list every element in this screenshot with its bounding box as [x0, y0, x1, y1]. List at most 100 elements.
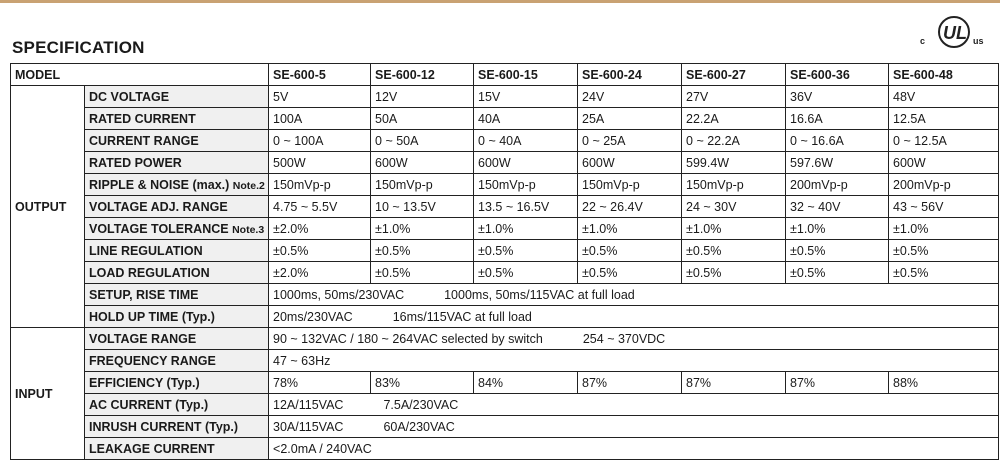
row-label: HOLD UP TIME (Typ.) — [83, 305, 270, 328]
cell: 88% — [888, 371, 1000, 394]
row-label: LOAD REGULATION — [83, 261, 270, 284]
cell: 32 ~ 40V — [785, 195, 890, 218]
input-group-label: INPUT — [10, 327, 85, 460]
cell: 597.6W — [785, 151, 890, 174]
cell: 600W — [473, 151, 579, 174]
model-name: SE-600-24 — [577, 63, 683, 86]
table-row: FREQUENCY RANGE 47 ~ 63Hz — [11, 349, 1000, 372]
top-rule — [0, 0, 1000, 3]
table-row: LOAD REGULATION ±2.0% ±0.5% ±0.5% ±0.5% … — [11, 261, 1000, 284]
row-label: VOLTAGE ADJ. RANGE — [83, 195, 270, 218]
model-name: SE-600-48 — [888, 63, 1000, 86]
model-row: MODEL SE-600-5 SE-600-12 SE-600-15 SE-60… — [9, 63, 1000, 86]
row-label: LINE REGULATION — [83, 239, 270, 262]
span-cell: 12A/115VAC 7.5A/230VAC — [268, 393, 1000, 416]
cell: 600W — [370, 151, 475, 174]
cell: 200mVp-p — [785, 173, 890, 196]
cell: ±1.0% — [681, 217, 787, 240]
cell: 0 ~ 25A — [577, 129, 683, 152]
cell: 5V — [268, 85, 372, 108]
table-row: EFFICIENCY (Typ.) 78% 83% 84% 87% 87% 87… — [11, 371, 1000, 394]
cell: 36V — [785, 85, 890, 108]
cell: ±0.5% — [473, 261, 579, 284]
cell: 150mVp-p — [681, 173, 787, 196]
row-label: VOLTAGE TOLERANCE Note.3 — [83, 217, 270, 240]
cell: 500W — [268, 151, 372, 174]
model-name: SE-600-27 — [681, 63, 787, 86]
cell: 24 ~ 30V — [681, 195, 787, 218]
cell: 150mVp-p — [473, 173, 579, 196]
spec-table: MODEL SE-600-5 SE-600-12 SE-600-15 SE-60… — [9, 63, 1000, 460]
table-row: VOLTAGE ADJ. RANGE 4.75 ~ 5.5V 10 ~ 13.5… — [11, 195, 1000, 218]
span-cell: 1000ms, 50ms/230VAC 1000ms, 50ms/115VAC a… — [268, 283, 1000, 306]
cell: ±0.5% — [681, 261, 787, 284]
table-row: OUTPUT DC VOLTAGE 5V 12V 15V 24V 27V 36V… — [10, 85, 1000, 328]
table-row: LEAKAGE CURRENT <2.0mA / 240VAC — [11, 437, 1000, 460]
cell: 0 ~ 12.5A — [888, 129, 1000, 152]
table-row: INPUT VOLTAGE RANGE 90 ~ 132VAC / 180 ~ … — [10, 327, 1000, 460]
cell: 48V — [888, 85, 1000, 108]
table-row: CURRENT RANGE 0 ~ 100A 0 ~ 50A 0 ~ 40A 0… — [11, 129, 1000, 152]
cell: 12.5A — [888, 107, 1000, 130]
cell: 0 ~ 50A — [370, 129, 475, 152]
cell: 40A — [473, 107, 579, 130]
cell: 0 ~ 100A — [268, 129, 372, 152]
row-label: INRUSH CURRENT (Typ.) — [83, 415, 270, 438]
cell: ±1.0% — [473, 217, 579, 240]
cell: 600W — [888, 151, 1000, 174]
logo-ul: UL — [943, 23, 967, 43]
row-label: VOLTAGE RANGE — [83, 327, 270, 350]
cell: 78% — [268, 371, 372, 394]
cell: 50A — [370, 107, 475, 130]
cell: 83% — [370, 371, 475, 394]
cell: 150mVp-p — [268, 173, 372, 196]
table-row: AC CURRENT (Typ.) 12A/115VAC 7.5A/230VAC — [11, 393, 1000, 416]
cell: 150mVp-p — [577, 173, 683, 196]
cell: ±1.0% — [785, 217, 890, 240]
cell: 87% — [785, 371, 890, 394]
row-label: CURRENT RANGE — [83, 129, 270, 152]
table-row: RATED CURRENT 100A 50A 40A 25A 22.2A 16.… — [11, 107, 1000, 130]
row-label: LEAKAGE CURRENT — [83, 437, 270, 460]
cell: ±0.5% — [577, 239, 683, 262]
cell: 100A — [268, 107, 372, 130]
span-cell: <2.0mA / 240VAC — [268, 437, 1000, 460]
cell: 12V — [370, 85, 475, 108]
table-row: RIPPLE & NOISE (max.) Note.2 150mVp-p 15… — [11, 173, 1000, 196]
cell: 43 ~ 56V — [888, 195, 1000, 218]
span-cell: 90 ~ 132VAC / 180 ~ 264VAC selected by s… — [268, 327, 1000, 350]
row-label: RATED CURRENT — [83, 107, 270, 130]
cell: ±0.5% — [681, 239, 787, 262]
span-cell: 47 ~ 63Hz — [268, 349, 1000, 372]
cell: 200mVp-p — [888, 173, 1000, 196]
table-row: INRUSH CURRENT (Typ.) 30A/115VAC 60A/230V… — [11, 415, 1000, 438]
table-row: HOLD UP TIME (Typ.) 20ms/230VAC 16ms/115V… — [11, 305, 1000, 328]
logo-c: c — [920, 36, 925, 46]
cell: 22.2A — [681, 107, 787, 130]
cell: ±0.5% — [888, 261, 1000, 284]
cell: 25A — [577, 107, 683, 130]
cell: ±1.0% — [888, 217, 1000, 240]
model-name: SE-600-12 — [370, 63, 475, 86]
cell: ±0.5% — [785, 261, 890, 284]
page-title: SPECIFICATION — [12, 38, 145, 57]
cell: 13.5 ~ 16.5V — [473, 195, 579, 218]
cell: ±1.0% — [370, 217, 475, 240]
table-row: VOLTAGE TOLERANCE Note.3 ±2.0% ±1.0% ±1.… — [11, 217, 1000, 240]
cell: ±0.5% — [370, 261, 475, 284]
table-row: RATED POWER 500W 600W 600W 600W 599.4W 5… — [11, 151, 1000, 174]
cell: 150mVp-p — [370, 173, 475, 196]
cell: ±0.5% — [785, 239, 890, 262]
cell: 87% — [577, 371, 683, 394]
cell: 0 ~ 22.2A — [681, 129, 787, 152]
cell: 16.6A — [785, 107, 890, 130]
table-row: SETUP, RISE TIME 1000ms, 50ms/230VAC 1000… — [11, 283, 1000, 306]
cell: 4.75 ~ 5.5V — [268, 195, 372, 218]
cell: 0 ~ 16.6A — [785, 129, 890, 152]
model-name: SE-600-5 — [268, 63, 372, 86]
cell: ±1.0% — [577, 217, 683, 240]
cell: ±0.5% — [888, 239, 1000, 262]
logo-us: us — [973, 36, 984, 46]
row-label: DC VOLTAGE — [83, 85, 270, 108]
cell: 0 ~ 40A — [473, 129, 579, 152]
